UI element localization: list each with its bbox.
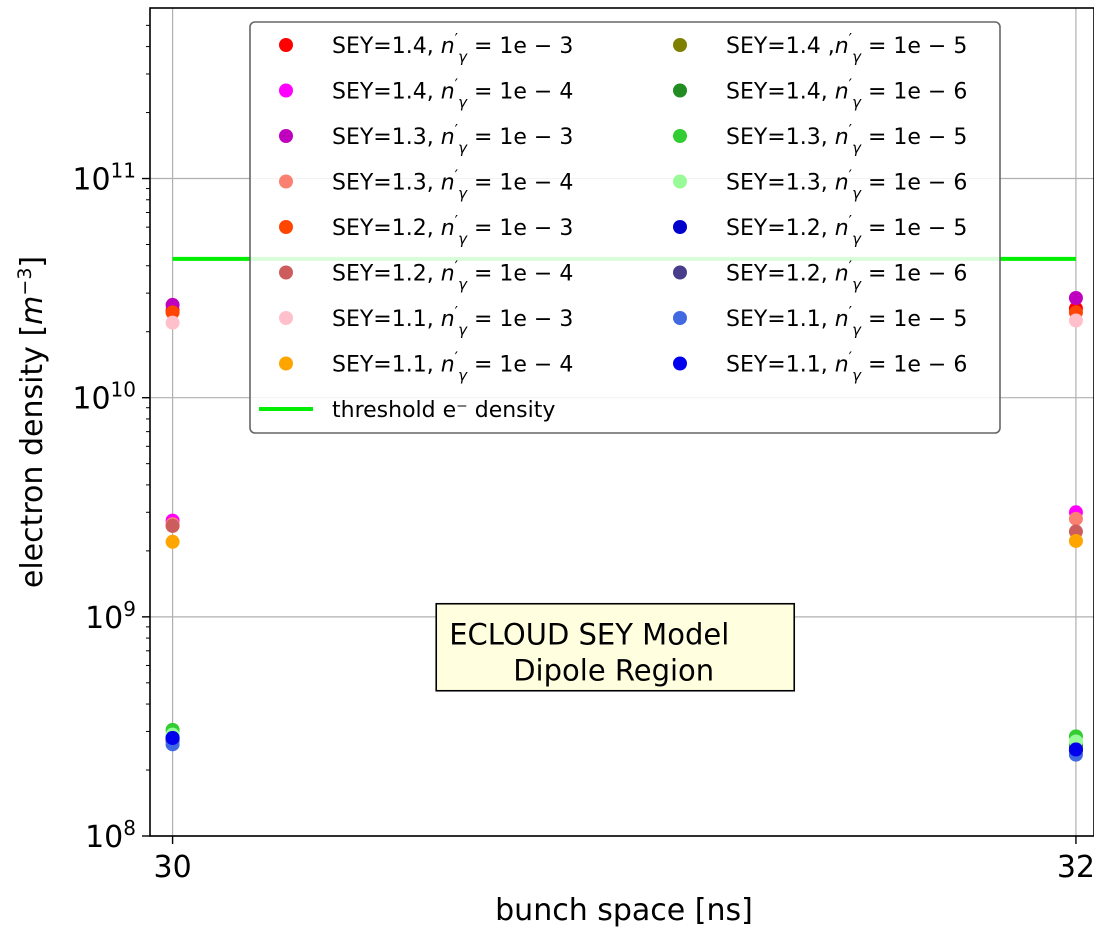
y-tick-label: 1010 — [72, 378, 136, 417]
legend-label: SEY=1.2, n′γ = 1e − 4 — [332, 258, 573, 294]
annotation-line-2: Dipole Region — [513, 654, 714, 688]
legend-marker — [279, 220, 293, 234]
legend-label: SEY=1.1, n′γ = 1e − 4 — [332, 349, 573, 385]
axes-frame — [149, 7, 1094, 837]
data-point — [165, 518, 180, 533]
legend-label: SEY=1.4, n′γ = 1e − 4 — [332, 76, 573, 112]
legend-marker — [673, 356, 687, 371]
annotation-line-1: ECLOUD SEY Model — [449, 618, 729, 652]
legend-marker — [673, 265, 687, 280]
legend-label: SEY=1.3, n′γ = 1e − 5 — [726, 121, 967, 157]
data-point — [1068, 313, 1083, 328]
legend-label: SEY=1.4, n′γ = 1e − 6 — [726, 76, 967, 112]
legend-marker — [673, 311, 687, 325]
axis-ticks: 30 32 108 109 1010 1011 — [72, 24, 1094, 885]
legend-marker — [279, 311, 293, 325]
legend-marker — [279, 129, 293, 143]
data-point — [165, 305, 180, 320]
x-axis-label: bunch space [ns] — [495, 893, 753, 927]
legend-label: SEY=1.3, n′γ = 1e − 4 — [332, 167, 573, 203]
data-point — [1068, 533, 1083, 548]
y-tick-label: 1011 — [72, 159, 136, 198]
legend: SEY=1.4, n′γ = 1e − 3 SEY=1.4, n′γ = 1e −… — [249, 21, 1001, 434]
legend-marker — [279, 83, 293, 98]
legend-marker — [279, 174, 293, 189]
legend-label: SEY=1.1, n′γ = 1e − 5 — [726, 303, 967, 339]
legend-label: SEY=1.1, n′γ = 1e − 3 — [332, 303, 573, 339]
x-tick-label: 32 — [1057, 850, 1094, 885]
legend-marker — [673, 220, 687, 234]
data-point — [165, 315, 180, 330]
y-tick-label: 108 — [85, 816, 136, 855]
legend-label: SEY=1.3, n′γ = 1e − 6 — [726, 167, 967, 203]
y-axis-label: electron density [m−3] — [14, 256, 50, 588]
data-point — [165, 534, 180, 549]
legend-marker — [673, 129, 687, 143]
legend-frame — [249, 21, 1001, 434]
y-tick-label: 109 — [85, 597, 136, 636]
legend-label: SEY=1.2, n′γ = 1e − 6 — [726, 258, 967, 294]
legend-label: SEY=1.3, n′γ = 1e − 3 — [332, 121, 573, 157]
data-point — [165, 731, 180, 746]
legend-marker — [279, 38, 293, 52]
data-points — [165, 291, 1083, 762]
legend-marker — [279, 265, 293, 280]
legend-marker — [673, 83, 687, 98]
legend-threshold-label: threshold e⁻ density — [332, 398, 555, 423]
x-tick-label: 30 — [153, 850, 191, 885]
legend-label: SEY=1.1, n′γ = 1e − 6 — [726, 349, 967, 385]
legend-label: SEY=1.4, n′γ = 1e − 3 — [332, 30, 573, 66]
data-point — [1068, 291, 1083, 306]
legend-marker — [673, 38, 687, 52]
data-point — [1068, 511, 1083, 526]
legend-label: SEY=1.2, n′γ = 1e − 5 — [726, 212, 967, 248]
legend-label: SEY=1.4 ,n′γ = 1e − 5 — [726, 30, 967, 66]
legend-marker — [673, 174, 687, 189]
annotation-frame — [435, 602, 796, 692]
legend-marker — [279, 356, 293, 371]
legend-label: SEY=1.2, n′γ = 1e − 3 — [332, 212, 573, 248]
data-point — [1068, 742, 1083, 757]
